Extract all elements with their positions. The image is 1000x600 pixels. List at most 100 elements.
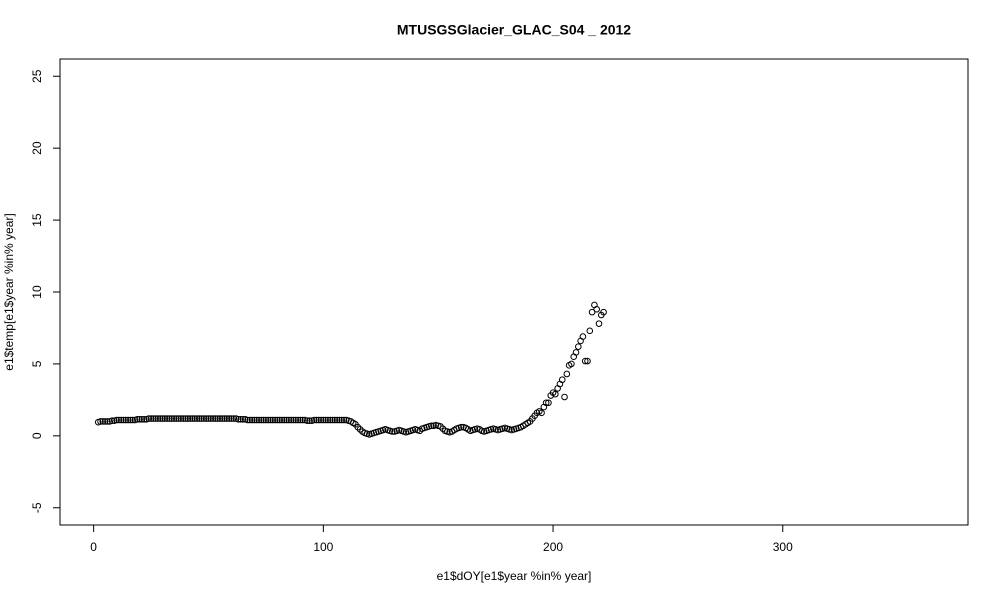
point [388,428,396,435]
point [230,415,238,422]
point [575,343,582,350]
point [333,416,341,424]
point [572,349,580,356]
x-tick-label: 0 [90,540,97,554]
point [428,422,435,430]
y-tick-label: 15 [30,213,44,227]
point [163,415,171,422]
point [198,415,205,422]
point [258,416,265,424]
point [170,415,178,422]
point [542,399,550,407]
point [189,415,196,422]
y-tick-label: 25 [30,69,44,83]
point [267,416,274,424]
point [331,416,339,424]
point [218,415,226,422]
point [152,415,159,422]
point [127,416,134,424]
point [336,416,343,424]
point [166,415,173,422]
x-tick-label: 200 [543,540,563,554]
point [193,415,201,422]
point [294,416,302,424]
point [115,416,123,424]
point [588,308,596,316]
point [287,416,295,424]
point [156,415,164,422]
point [195,415,203,422]
point [324,416,332,424]
point [292,416,300,424]
point [326,416,334,424]
point [545,399,552,407]
y-tick-label: 20 [30,141,44,155]
point [317,416,325,424]
point [228,415,235,422]
point [235,415,242,423]
point [138,415,146,423]
point [168,415,176,422]
point [186,415,194,422]
point [124,416,132,424]
point [568,360,575,368]
point [271,416,279,424]
point [313,416,320,424]
point [322,416,329,424]
y-tick-label: 0 [30,432,44,439]
point [320,416,327,424]
point [177,415,185,422]
point [113,416,120,424]
point [214,415,221,422]
x-tick-label: 300 [773,540,793,554]
point [563,370,571,378]
point [237,415,244,423]
point [179,415,187,422]
plot-box [59,58,969,526]
point [538,409,545,417]
point [457,423,465,431]
point [297,416,304,424]
point [154,415,162,422]
point [552,390,559,398]
point [161,415,169,422]
point [209,415,217,422]
point [338,416,346,424]
y-tick-label: -5 [30,502,44,513]
point [122,416,130,424]
point [283,416,290,424]
point [306,417,313,425]
point [225,415,233,422]
point [581,357,589,365]
point [299,416,306,424]
point [99,418,107,425]
point [202,415,210,422]
point [600,308,607,316]
point [285,416,293,424]
point [593,305,600,313]
point [303,417,311,425]
point [140,415,148,423]
point [340,416,348,424]
point [200,415,208,422]
point [205,415,212,422]
point [586,327,594,335]
point [212,415,219,422]
point [129,416,136,424]
point [264,416,272,424]
point [239,415,247,423]
point [274,416,281,424]
point [191,415,199,422]
point [136,415,143,423]
point [117,416,125,424]
point [251,416,258,424]
point [246,416,254,424]
point [182,415,189,422]
point [207,415,215,422]
point [120,416,127,424]
point [173,415,180,422]
point [278,416,286,424]
x-tick-label: 100 [313,540,333,554]
point [260,416,267,424]
